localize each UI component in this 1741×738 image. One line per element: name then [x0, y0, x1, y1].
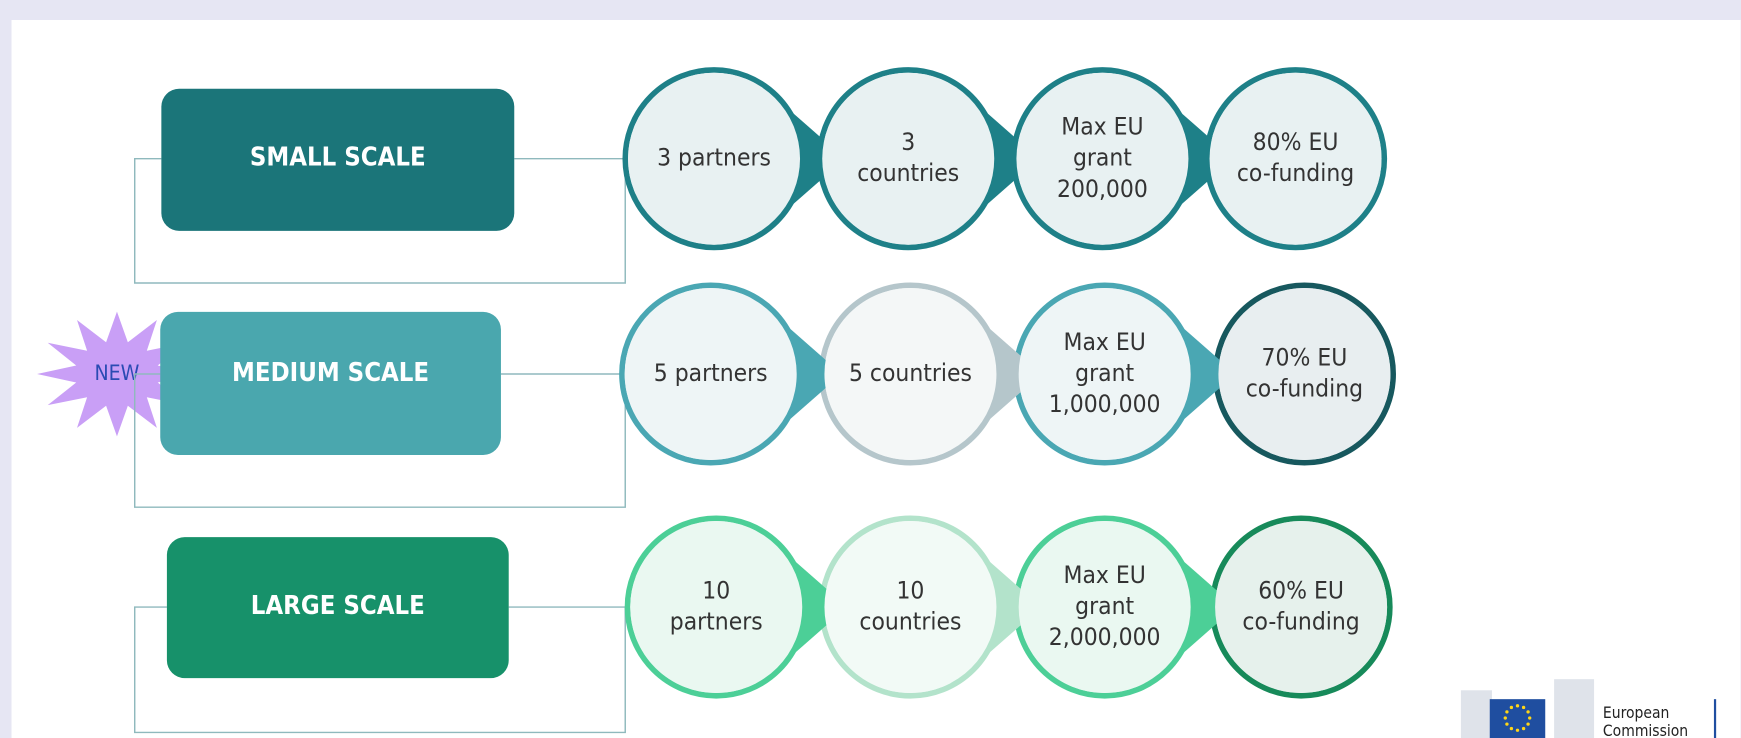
step-inner — [628, 72, 801, 245]
logo-star — [1509, 726, 1514, 731]
scale-box — [160, 311, 501, 456]
step-inner — [1018, 521, 1191, 694]
step-text: 5 partners — [654, 358, 768, 387]
step-text: 1,000,000 — [1049, 389, 1161, 418]
step-text: co-funding — [1246, 374, 1363, 403]
scale-label: LARGE SCALE — [251, 591, 425, 621]
connector — [133, 157, 626, 284]
step-text: co-funding — [1242, 607, 1359, 636]
step-inner — [1209, 72, 1382, 245]
scale-box — [166, 537, 509, 679]
logo-star — [1521, 726, 1526, 731]
step-inner — [630, 521, 803, 694]
logo-star — [1503, 716, 1507, 720]
new-badge: NEW — [95, 360, 140, 385]
step-inner — [624, 287, 797, 461]
step-text: Max EU — [1061, 112, 1143, 141]
logo-star — [1521, 705, 1526, 710]
logo-star — [1528, 716, 1532, 720]
scale-box — [161, 88, 515, 231]
scale-label: MEDIUM SCALE — [232, 358, 429, 388]
logo-building — [1554, 679, 1595, 738]
logo-star — [1526, 722, 1530, 726]
step-text: 10 — [702, 576, 730, 605]
step-text: 80% EU — [1253, 127, 1339, 156]
new-badge-star — [37, 311, 197, 437]
logo-star — [1505, 722, 1509, 726]
step-text: co-funding — [1237, 158, 1354, 187]
step-inner — [1215, 521, 1388, 694]
step-text: Max EU — [1064, 327, 1146, 356]
step-text: 60% EU — [1258, 576, 1344, 605]
step-text: 200,000 — [1057, 174, 1148, 203]
scale-label: SMALL SCALE — [250, 143, 426, 173]
step-text: grant — [1075, 358, 1134, 387]
step-text: 2,000,000 — [1049, 622, 1161, 651]
logo-star — [1526, 710, 1530, 714]
step-text: 70% EU — [1262, 342, 1348, 371]
logo-star — [1505, 710, 1509, 714]
step-inner — [1016, 72, 1189, 245]
logo-building — [1460, 690, 1492, 738]
logo-star — [1509, 705, 1514, 710]
step-text: partners — [670, 607, 763, 636]
step-inner — [1018, 287, 1191, 461]
step-text: 5 countries — [849, 358, 972, 387]
step-text: 3 — [901, 127, 915, 156]
logo-star — [1515, 704, 1520, 708]
step-text: countries — [859, 607, 961, 636]
step-inner — [1218, 287, 1391, 461]
step-text: grant — [1073, 143, 1132, 172]
step-inner — [824, 521, 997, 694]
logo-text: Commission — [1603, 722, 1688, 738]
step-text: 10 — [896, 576, 924, 605]
step-text: Max EU — [1064, 560, 1146, 589]
logo-star — [1515, 728, 1520, 732]
step-text: 3 partners — [657, 143, 771, 172]
step-text: countries — [857, 158, 959, 187]
logo: European Commission — [1460, 679, 1717, 738]
logo-text: European — [1603, 704, 1669, 722]
step-text: grant — [1075, 591, 1134, 620]
step-inner — [822, 72, 995, 245]
step-inner — [824, 287, 997, 461]
